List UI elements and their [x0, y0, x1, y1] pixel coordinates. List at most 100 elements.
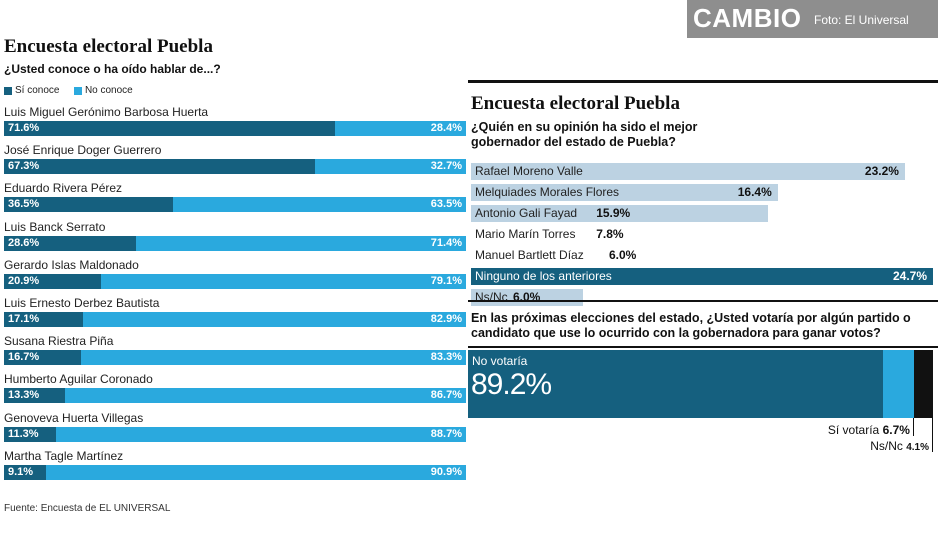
bar-row: 16.7% 83.3% — [4, 350, 466, 366]
left-title: Encuesta electoral Puebla — [4, 36, 213, 57]
vote-label-nsnc-text: Ns/Nc — [870, 439, 907, 453]
vote-value-no: 89.2% — [471, 368, 552, 401]
label-no-conoce: 90.9% — [430, 465, 462, 478]
right-panel: Encuesta electoral Puebla ¿Quién en su o… — [468, 80, 938, 542]
vote-value-nsnc: 4.1% — [906, 442, 929, 453]
label-no-conoce: 79.1% — [430, 274, 462, 287]
vote-label-no: No votaría — [472, 354, 528, 368]
candidate-name: Humberto Aguilar Coronado — [4, 372, 153, 387]
label-si-conoce: 67.3% — [8, 160, 40, 173]
vote-connector-si — [912, 418, 914, 436]
candidate-name: Luis Miguel Gerónimo Barbosa Huerta — [4, 105, 209, 119]
bar-row: 9.1% 90.9% — [4, 464, 466, 480]
governor-bar — [471, 205, 769, 222]
governor-name: Melquiades Morales Flores — [475, 185, 620, 199]
candidate-name: Genoveva Huerta Villegas — [4, 410, 144, 425]
label-si-conoce: 36.5% — [8, 198, 40, 211]
label-si-conoce: 11.3% — [8, 427, 39, 440]
governor-bar — [471, 226, 617, 243]
bar-no-conoce — [100, 273, 466, 289]
vote-label-nsnc: Ns/Nc 4.1% — [870, 439, 929, 453]
bar-no-conoce — [65, 388, 466, 404]
governor-value: 7.8% — [596, 227, 624, 241]
legend-label-no: No conoce — [84, 85, 133, 97]
bar-row: 28.6% 71.4% — [4, 235, 466, 251]
bar-no-conoce — [314, 159, 466, 175]
vote-label-si: Sí votaría 6.7% — [828, 423, 910, 437]
bar-row: 67.3% 32.7% — [4, 159, 466, 175]
governor-value: 6.0% — [513, 290, 541, 304]
vote-label-si-text: Sí votaría — [827, 423, 883, 437]
governor-value: 23.2% — [864, 164, 899, 178]
governor-name: Antonio Gali Fayad — [475, 206, 578, 220]
bar-si-conoce — [4, 312, 83, 327]
candidate-name: Susana Riestra Piña — [4, 334, 114, 349]
governor-value: 16.4% — [737, 185, 772, 199]
photo-credit: Foto: El Universal — [814, 13, 909, 27]
bar-si-conoce — [4, 159, 315, 175]
bar-no-conoce — [46, 464, 466, 480]
candidate-name: Martha Tagle Martínez — [4, 448, 124, 463]
candidate-name: Gerardo Islas Maldonado — [4, 257, 139, 272]
governor-name: Ns/Nc — [475, 290, 508, 304]
bar-row: 13.3% 86.7% — [4, 388, 466, 404]
logo: CAMBIO — [693, 3, 802, 33]
governor-name: Ninguno de los anteriores — [475, 269, 612, 283]
governor-value: 6.0% — [609, 248, 637, 262]
bar-si-conoce — [4, 235, 137, 251]
source-note: Fuente: Encuesta de EL UNIVERSAL — [4, 503, 171, 514]
bar-no-conoce — [136, 235, 466, 251]
governor-name: Manuel Bartlett Díaz — [475, 248, 584, 262]
vote-connector-nsnc — [932, 418, 933, 452]
bar-si-conoce — [4, 388, 66, 404]
label-no-conoce: 28.4% — [430, 122, 462, 134]
label-si-conoce: 13.3% — [8, 389, 40, 402]
bar-no-conoce — [334, 121, 466, 136]
label-si-conoce: 71.6% — [8, 122, 40, 134]
bar-row: 36.5% 63.5% — [4, 197, 466, 213]
governor-bar — [471, 268, 933, 285]
label-no-conoce: 83.3% — [430, 351, 462, 364]
bar-si-conoce — [4, 464, 47, 480]
bar-no-conoce — [81, 350, 466, 366]
bar-row: 71.6% 28.4% — [4, 121, 466, 136]
legend-swatch-no — [73, 86, 82, 95]
vote-segment — [913, 350, 933, 418]
label-si-conoce: 28.6% — [8, 236, 40, 249]
label-si-conoce: 16.7% — [8, 351, 40, 364]
governor-name: Rafael Moreno Valle — [475, 164, 583, 178]
left-panel: Encuesta electoral Puebla ¿Usted conoce … — [0, 30, 470, 530]
right-question: ¿Quién en su opinión ha sido el mejor go… — [471, 120, 698, 149]
label-no-conoce: 88.7% — [430, 427, 462, 440]
governor-value: 15.9% — [596, 206, 631, 220]
label-si-conoce: 20.9% — [8, 274, 40, 287]
mid-rule — [468, 300, 938, 302]
vote-value-si: 6.7% — [882, 423, 910, 437]
right-title: Encuesta electoral Puebla — [471, 93, 680, 114]
bar-no-conoce — [56, 426, 466, 442]
governor-value: 24.7% — [892, 269, 927, 283]
vote-question: En las próximas elecciones del estado, ¿… — [471, 311, 911, 340]
bar-no-conoce — [172, 197, 466, 213]
governor-bar — [471, 163, 905, 180]
bar-si-conoce — [4, 273, 101, 289]
label-no-conoce: 63.5% — [430, 198, 462, 211]
bar-row: 11.3% 88.7% — [4, 426, 466, 442]
label-no-conoce: 71.4% — [430, 236, 462, 249]
legend-swatch-si — [4, 86, 12, 95]
legend-label-si: Sí conoce — [15, 85, 60, 97]
bar-si-conoce — [4, 121, 335, 136]
candidate-name: José Enrique Doger Guerrero — [4, 143, 162, 158]
label-no-conoce: 86.7% — [430, 389, 462, 402]
bar-si-conoce — [4, 350, 82, 366]
bar-row: 20.9% 79.1% — [4, 273, 466, 289]
bar-no-conoce — [83, 312, 466, 327]
label-no-conoce: 82.9% — [430, 313, 462, 325]
candidate-name: Luis Ernesto Derbez Bautista — [4, 296, 160, 310]
governor-name: Mario Marín Torres — [475, 227, 576, 241]
left-question: ¿Usted conoce o ha oído hablar de...? — [4, 62, 221, 76]
bar-row: 17.1% 82.9% — [4, 312, 466, 327]
header-badge: CAMBIO Foto: El Universal — [687, 0, 938, 38]
bar-si-conoce — [4, 197, 173, 213]
vote-segment — [882, 350, 914, 418]
